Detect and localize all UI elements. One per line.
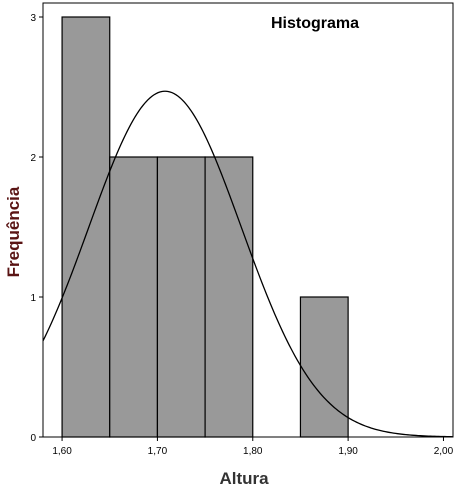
- chart-title: Histograma: [271, 15, 359, 32]
- histogram-bar-4: [204, 156, 254, 438]
- histogram-bar-1: [61, 16, 111, 438]
- y-tick-label-4: 3: [30, 13, 36, 24]
- plot-frame: [42, 2, 454, 438]
- x-axis-title: Altura: [219, 469, 269, 488]
- normal-curve: [42, 90, 454, 438]
- y-axis: 0 1 2 3: [30, 13, 43, 444]
- y-tick-label-3: 2: [30, 153, 36, 164]
- y-tick-label-1: 0: [30, 433, 36, 444]
- x-tick-label-1: 1,60: [52, 446, 72, 457]
- histogram-bar-3: [156, 156, 206, 438]
- histogram-bar-6: [299, 296, 349, 438]
- bars-layer: [61, 16, 349, 438]
- x-tick-label-3: 1,80: [243, 446, 263, 457]
- x-tick-label-5: 2,00: [434, 446, 454, 457]
- histogram-bar-2: [109, 156, 159, 438]
- x-axis: 1,60 1,70 1,80 1,90 2,00: [52, 437, 454, 457]
- y-tick-label-2: 1: [30, 293, 36, 304]
- y-axis-title: Frequência: [4, 186, 23, 277]
- x-tick-label-4: 1,90: [338, 446, 358, 457]
- x-tick-label-2: 1,70: [148, 446, 168, 457]
